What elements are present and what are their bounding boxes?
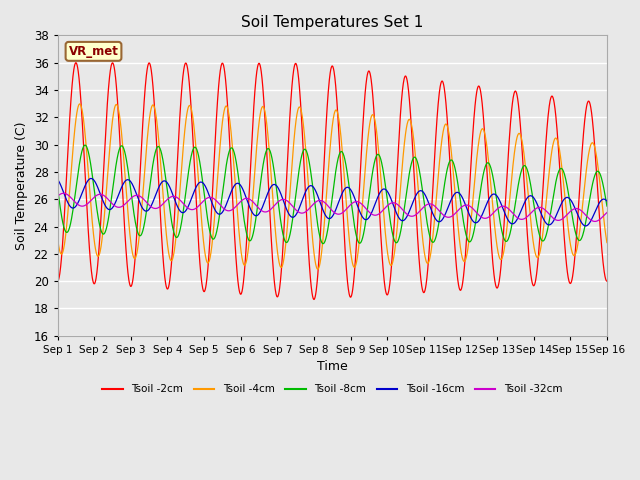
Tsoil -32cm [307, 204, 314, 210]
Tsoil -4cm [588, 141, 595, 146]
Line: Tsoil -8cm: Tsoil -8cm [58, 145, 607, 244]
Tsoil -32cm [588, 217, 595, 223]
Tsoil -32cm [60, 191, 67, 196]
Tsoil -4cm [307, 210, 314, 216]
Tsoil -4cm [76, 101, 83, 107]
Tsoil -32cm [82, 202, 90, 208]
Line: Tsoil -4cm: Tsoil -4cm [58, 104, 607, 269]
Tsoil -8cm [588, 186, 595, 192]
Line: Tsoil -16cm: Tsoil -16cm [58, 179, 607, 226]
Tsoil -16cm [486, 194, 494, 200]
Tsoil -8cm [54, 185, 61, 191]
Tsoil -16cm [321, 212, 329, 217]
Tsoil -8cm [81, 142, 89, 148]
Tsoil -2cm [487, 231, 495, 237]
Tsoil -8cm [82, 143, 90, 148]
Tsoil -8cm [319, 241, 327, 247]
Tsoil -16cm [582, 223, 589, 229]
Tsoil -16cm [588, 217, 595, 223]
Tsoil -4cm [321, 208, 329, 214]
Tsoil -8cm [321, 238, 329, 243]
Tsoil -16cm [82, 182, 90, 188]
Tsoil -4cm [487, 180, 495, 186]
Tsoil -16cm [603, 198, 611, 204]
Tsoil -4cm [82, 140, 90, 145]
Tsoil -2cm [310, 297, 318, 302]
Tsoil -2cm [321, 137, 329, 143]
Legend: Tsoil -2cm, Tsoil -4cm, Tsoil -8cm, Tsoil -16cm, Tsoil -32cm: Tsoil -2cm, Tsoil -4cm, Tsoil -8cm, Tsoi… [98, 380, 566, 398]
Tsoil -4cm [54, 236, 61, 241]
Tsoil -2cm [603, 278, 611, 284]
Line: Tsoil -32cm: Tsoil -32cm [58, 193, 607, 221]
Text: VR_met: VR_met [68, 45, 118, 58]
Tsoil -8cm [487, 165, 495, 170]
Tsoil -2cm [307, 276, 314, 281]
Tsoil -32cm [587, 217, 595, 223]
Tsoil -2cm [54, 278, 61, 284]
X-axis label: Time: Time [317, 360, 348, 373]
Tsoil -32cm [591, 218, 598, 224]
Tsoil -16cm [54, 177, 61, 182]
Tsoil -2cm [82, 186, 90, 192]
Tsoil -32cm [54, 193, 61, 199]
Tsoil -8cm [588, 187, 595, 193]
Tsoil -8cm [603, 203, 611, 209]
Tsoil -32cm [603, 210, 611, 216]
Tsoil -4cm [603, 240, 611, 245]
Tsoil -16cm [588, 216, 595, 222]
Y-axis label: Soil Temperature (C): Soil Temperature (C) [15, 121, 28, 250]
Title: Soil Temperatures Set 1: Soil Temperatures Set 1 [241, 15, 424, 30]
Tsoil -2cm [588, 110, 595, 116]
Tsoil -4cm [588, 141, 595, 146]
Tsoil -8cm [307, 167, 314, 172]
Tsoil -4cm [314, 266, 322, 272]
Tsoil -16cm [87, 176, 95, 181]
Tsoil -2cm [72, 60, 80, 66]
Line: Tsoil -2cm: Tsoil -2cm [58, 63, 607, 300]
Tsoil -32cm [486, 213, 494, 219]
Tsoil -16cm [307, 183, 314, 189]
Tsoil -32cm [321, 200, 329, 206]
Tsoil -2cm [588, 108, 595, 113]
